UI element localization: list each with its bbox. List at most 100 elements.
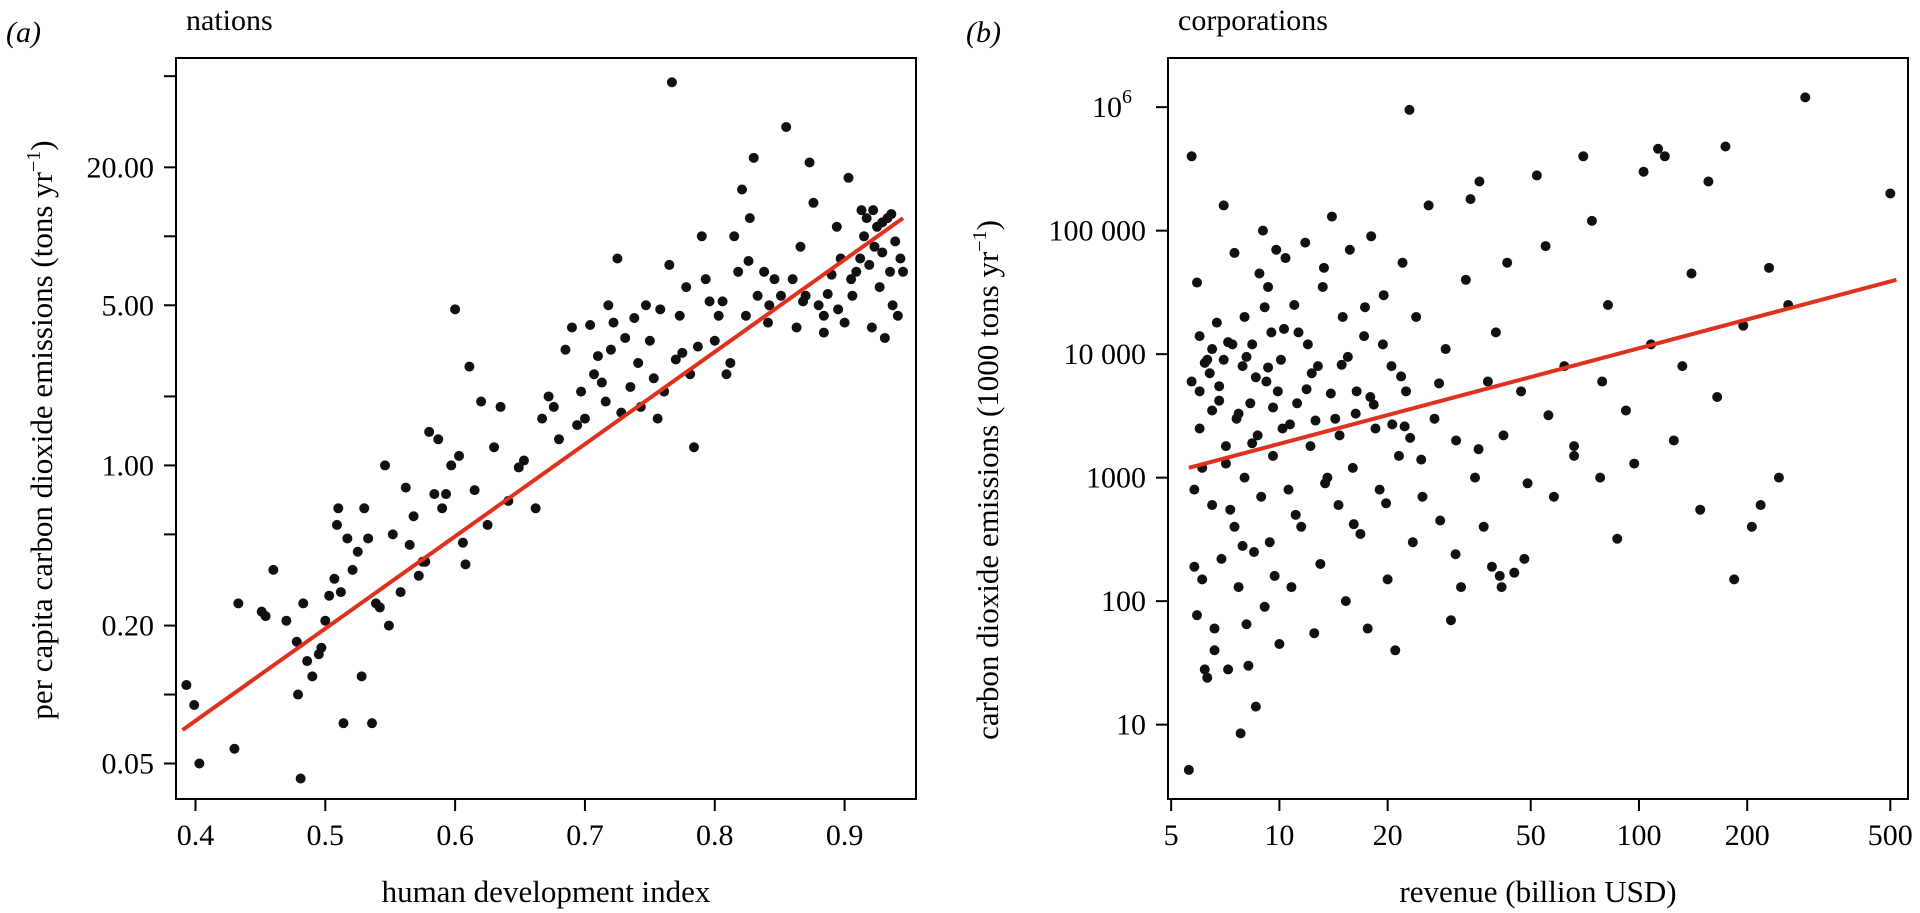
panel-b-data-point bbox=[1602, 300, 1613, 310]
panel-a-data-point bbox=[725, 357, 736, 368]
panel-b-data-point bbox=[1207, 344, 1218, 355]
panel-b-data-point bbox=[1746, 521, 1757, 532]
panel-b-data-point bbox=[1355, 528, 1366, 539]
panel-a-data-point bbox=[644, 335, 655, 346]
panel-b-data-point bbox=[1318, 262, 1329, 273]
panel-a-data-point bbox=[798, 296, 809, 307]
panel-b-y-tick-label: 100 bbox=[1101, 585, 1146, 618]
panel-a-data-point bbox=[608, 317, 619, 328]
panel-a-data-point bbox=[605, 344, 616, 355]
panel-b-data-point bbox=[1229, 521, 1240, 532]
panel-b-data-point bbox=[1261, 376, 1272, 387]
panel-a-data-point bbox=[400, 482, 411, 493]
panel-a-data-point bbox=[560, 344, 571, 355]
panel-a-data-point bbox=[441, 489, 452, 500]
panel-b-data-point bbox=[1259, 302, 1270, 313]
panel-b-data-point bbox=[1183, 764, 1194, 775]
panel-b-data-point bbox=[1243, 660, 1254, 671]
panel-b-data-point bbox=[1237, 540, 1248, 551]
panel-a-data-point bbox=[868, 205, 879, 216]
panel-a-x-axis-title: human development index bbox=[382, 874, 711, 909]
panel-b-data-point bbox=[1252, 430, 1263, 441]
panel-b-data-point bbox=[1423, 200, 1434, 211]
panel-a-data-point bbox=[729, 231, 740, 242]
panel-b-data-point bbox=[1250, 372, 1261, 383]
panel-a-y-tick-label: 20.00 bbox=[87, 151, 155, 184]
panel-b-data-point bbox=[1302, 339, 1313, 350]
panel-a-data-point bbox=[476, 396, 487, 407]
panel-b-data-point bbox=[1264, 537, 1275, 548]
panel-b-data-point bbox=[1197, 574, 1208, 585]
panel-a-data-point bbox=[764, 300, 775, 311]
panel-b-data-point bbox=[1417, 491, 1428, 502]
panel-b-data-point bbox=[1390, 645, 1401, 656]
panel-b-data-point bbox=[1404, 104, 1415, 115]
panel-b-data-point bbox=[1223, 337, 1234, 348]
panel-a-data-point bbox=[592, 351, 603, 362]
panel-b-data-point bbox=[1189, 561, 1200, 572]
panel-b-data-point bbox=[1359, 331, 1370, 342]
panel-a-x-tick-label: 0.5 bbox=[307, 819, 345, 852]
panel-b-fit-line bbox=[1188, 277, 1897, 470]
panel-a-data-point bbox=[818, 327, 829, 338]
panel-a-data-point bbox=[759, 266, 770, 277]
panel-b-data-point bbox=[1192, 610, 1203, 621]
panel-b-data-point bbox=[1207, 500, 1218, 511]
panel-b-x-tick-label: 10 bbox=[1264, 819, 1294, 852]
panel-a-data-point bbox=[885, 266, 896, 277]
panel-a-data-point bbox=[367, 718, 378, 729]
panel-a-data-point bbox=[229, 743, 240, 754]
panel-a-data-point bbox=[387, 529, 398, 540]
panel-a-data-point bbox=[537, 413, 548, 424]
panel-a-data-point bbox=[843, 172, 854, 183]
panel-b-data-point bbox=[1334, 430, 1345, 441]
panel-a-data-point bbox=[233, 598, 244, 609]
panel-a-data-point bbox=[856, 205, 867, 216]
panel-b-data-point bbox=[1254, 268, 1265, 279]
panel-b-data-point bbox=[1885, 188, 1896, 199]
panel-b-data-point bbox=[1223, 664, 1234, 675]
panel-b-data-point bbox=[1220, 441, 1231, 452]
panel-a-data-point bbox=[572, 420, 583, 431]
panel-b-data-point bbox=[1216, 553, 1227, 564]
panel-b-data-point bbox=[1366, 231, 1377, 242]
panel-a-data-point bbox=[633, 357, 644, 368]
panel-b-data-point bbox=[1405, 432, 1416, 443]
panel-b-data-point bbox=[1344, 244, 1355, 255]
panel-b-data-point bbox=[1277, 423, 1288, 434]
panel-b-data-point bbox=[1249, 547, 1260, 557]
panel-a-data-point bbox=[307, 671, 318, 682]
panel-b-data-point bbox=[1326, 211, 1337, 222]
panel-b-data-point bbox=[1325, 388, 1336, 399]
panel-b-data-point bbox=[1211, 317, 1222, 328]
panel-b-data-point bbox=[1496, 582, 1507, 593]
panel-b-data-point bbox=[1359, 302, 1370, 313]
panel-a-label: (a) bbox=[6, 16, 41, 49]
panel-b-data-point bbox=[1306, 368, 1317, 379]
panel-b-data-point bbox=[1320, 478, 1331, 489]
panel-a-data-point bbox=[713, 310, 724, 321]
panel-b-data-point bbox=[1677, 361, 1688, 372]
panel-b-x-tick-label: 100 bbox=[1616, 819, 1661, 852]
panel-b-data-point bbox=[1638, 166, 1649, 177]
panel-a-data-point bbox=[833, 304, 844, 315]
panel-a-data-point bbox=[689, 442, 699, 453]
panel-a-data-point bbox=[359, 503, 370, 514]
panel-a-data-point bbox=[374, 602, 385, 613]
panel-b-title: corporations bbox=[1178, 4, 1328, 37]
panel-b-data-point bbox=[1263, 281, 1274, 292]
panel-a-data-point bbox=[877, 217, 888, 228]
panel-b-data-point bbox=[1192, 277, 1203, 288]
panel-b-data-point bbox=[1703, 176, 1714, 187]
panel-a-data-point bbox=[576, 386, 587, 397]
panel-b-data-point bbox=[1268, 402, 1279, 413]
panel-b-data-point bbox=[1509, 567, 1520, 578]
panel-b-data-point bbox=[1305, 441, 1316, 452]
panel-b-data-point bbox=[1342, 351, 1353, 362]
panel-b-data-point bbox=[1292, 398, 1303, 409]
panel-b-y-tick-label: 1000 bbox=[1086, 462, 1146, 495]
panel-b-data-point bbox=[1336, 359, 1347, 370]
panel-a-data-point bbox=[450, 304, 461, 315]
panel-a-data-point bbox=[851, 266, 862, 277]
panel-a-data-point bbox=[460, 559, 471, 570]
